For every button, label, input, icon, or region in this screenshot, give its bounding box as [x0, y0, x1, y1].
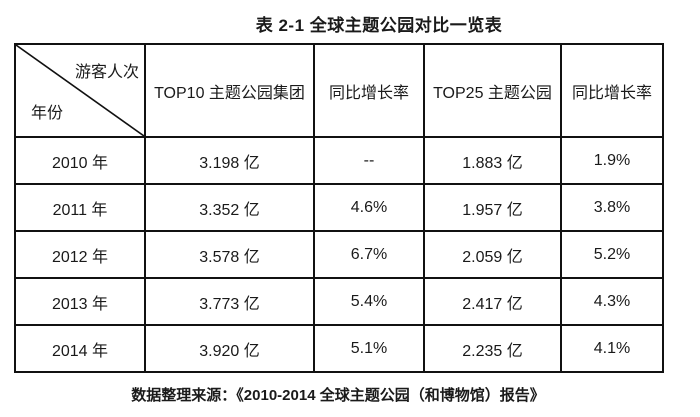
value-cell: 2.059 亿	[423, 230, 562, 279]
column-header-top25-parks: TOP25 主题公园	[423, 43, 562, 138]
value-cell: 3.578 亿	[144, 230, 315, 279]
value-cell: 2.235 亿	[423, 324, 562, 373]
year-cell: 2012 年	[14, 230, 146, 279]
value-cell: 3.773 亿	[144, 277, 315, 326]
value-cell: 4.6%	[313, 183, 425, 232]
table-row-2013: 2013 年 3.773 亿 5.4% 2.417 亿 4.3%	[14, 277, 664, 326]
value-cell: 3.198 亿	[144, 136, 315, 185]
year-cell: 2014 年	[14, 324, 146, 373]
table-row-2010: 2010 年 3.198 亿 -- 1.883 亿 1.9%	[14, 136, 664, 185]
source-note: 数据整理来源：《2010-2014 全球主题公园（和博物馆）报告》	[131, 387, 545, 404]
corner-label-year: 年份	[31, 105, 64, 122]
value-cell: 3.920 亿	[144, 324, 315, 373]
column-header-yoy-growth-1: 同比增长率	[313, 43, 425, 138]
value-cell: 4.3%	[560, 277, 664, 326]
table-header-row: 游客人次 年份 TOP10 主题公园集团 同比增长率 TOP25 主题公园 同比…	[14, 43, 664, 138]
theme-park-comparison-table: 游客人次 年份 TOP10 主题公园集团 同比增长率 TOP25 主题公园 同比…	[14, 43, 664, 373]
value-cell: 1.883 亿	[423, 136, 562, 185]
year-cell: 2010 年	[14, 136, 146, 185]
value-cell: 6.7%	[313, 230, 425, 279]
column-header-top10-groups: TOP10 主题公园集团	[144, 43, 315, 138]
diagonal-line	[16, 45, 144, 136]
value-cell: 2.417 亿	[423, 277, 562, 326]
value-cell: 5.4%	[313, 277, 425, 326]
value-cell: 1.9%	[560, 136, 664, 185]
value-cell: 4.1%	[560, 324, 664, 373]
table-row-2011: 2011 年 3.352 亿 4.6% 1.957 亿 3.8%	[14, 183, 664, 232]
corner-label-visitors: 游客人次	[74, 64, 139, 81]
value-cell: 3.352 亿	[144, 183, 315, 232]
value-cell: 1.957 亿	[423, 183, 562, 232]
table-row-2014: 2014 年 3.920 亿 5.1% 2.235 亿 4.1%	[14, 324, 664, 373]
value-cell: 5.2%	[560, 230, 664, 279]
table-row-2012: 2012 年 3.578 亿 6.7% 2.059 亿 5.2%	[14, 230, 664, 279]
year-cell: 2011 年	[14, 183, 146, 232]
corner-header-cell: 游客人次 年份	[14, 43, 146, 138]
value-cell: 5.1%	[313, 324, 425, 373]
value-cell: 3.8%	[560, 183, 664, 232]
year-cell: 2013 年	[14, 277, 146, 326]
column-header-yoy-growth-2: 同比增长率	[560, 43, 664, 138]
value-cell: --	[313, 136, 425, 185]
table-title: 表 2-1 全球主题公园对比一览表	[255, 16, 503, 35]
